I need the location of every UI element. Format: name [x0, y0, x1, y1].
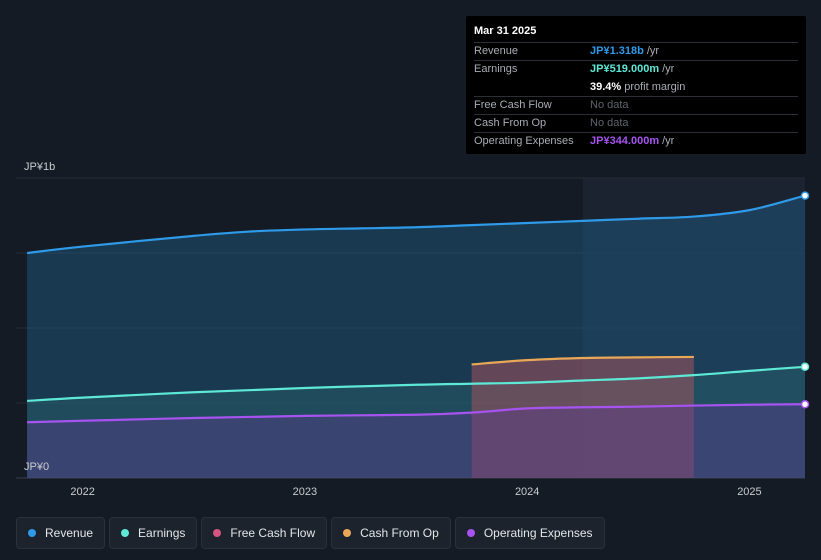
series-endpoints — [800, 191, 810, 409]
legend-dot-icon — [466, 529, 475, 537]
earnings-endpoint — [800, 362, 810, 372]
tooltip-row-label: Free Cash Flow — [474, 98, 552, 111]
x-tick-label: 2025 — [737, 486, 761, 498]
cash-from-op-line — [471, 355, 694, 366]
legend-label: Free Cash Flow — [230, 526, 316, 540]
legend-label: Operating Expenses — [483, 526, 593, 540]
x-tick-label: 2023 — [293, 486, 317, 498]
tooltip-row-value: 39.4% — [590, 80, 622, 93]
tooltip-row-label: Cash From Op — [474, 117, 547, 130]
earnings-line — [27, 365, 806, 402]
y-axis-bottom-label: JP¥0 — [24, 461, 49, 473]
x-axis-ticks: 2022 2023 2024 2025 — [70, 486, 761, 498]
tooltip-row-label: Earnings — [474, 63, 518, 76]
tooltip-panel: Mar 31 2025 Revenue JP¥1.318b/yr Earnings J… — [466, 16, 806, 154]
legend-dot-icon — [28, 529, 36, 537]
tooltip-row-label — [474, 79, 590, 96]
tooltip-row-value: No data — [590, 117, 629, 130]
tooltip-row-unit: /yr — [646, 45, 660, 57]
x-tick-label: 2022 — [70, 486, 94, 498]
legend-item-operating-expenses[interactable]: Operating Expenses — [454, 517, 605, 549]
tooltip-row-unit: /yr — [662, 135, 675, 148]
tooltip-row-value: JP¥1.318b — [590, 45, 644, 57]
tooltip-row: Operating Expenses JP¥344.000m/yr — [474, 132, 798, 150]
legend-label: Cash From Op — [360, 526, 439, 540]
legend: Revenue Earnings Free Cash Flow Cash From O… — [16, 517, 605, 549]
tooltip-row-value: JP¥519.000m — [590, 63, 660, 76]
tooltip-row-unit: /yr — [662, 63, 675, 76]
legend-dot-icon — [213, 529, 222, 537]
tooltip-row-label: Revenue — [474, 45, 519, 57]
legend-label: Revenue — [45, 526, 94, 540]
x-tick-label: 2024 — [515, 486, 539, 498]
tooltip-row: Cash From Op No data — [474, 114, 798, 132]
revenue-endpoint — [800, 191, 810, 200]
tooltip-row-label: Operating Expenses — [474, 135, 574, 148]
operating-expenses-area — [27, 404, 806, 478]
revenue-line — [26, 194, 806, 255]
operating-expenses-endpoint — [800, 400, 810, 409]
tooltip-row-value: No data — [590, 98, 629, 111]
operating-expenses-line — [27, 403, 806, 424]
tooltip-row: Earnings JP¥519.000m/yr — [474, 60, 798, 78]
legend-item-free-cash-flow[interactable]: Free Cash Flow — [201, 517, 328, 549]
legend-item-cash-from-op[interactable]: Cash From Op — [331, 517, 451, 549]
tooltip-row: 39.4% profit margin — [474, 79, 798, 96]
y-axis-top-label: JP¥1b — [24, 161, 55, 173]
tooltip-row: Free Cash Flow No data — [474, 95, 798, 114]
series-areas — [27, 195, 806, 479]
legend-item-earnings[interactable]: Earnings — [109, 517, 198, 549]
legend-label: Earnings — [138, 526, 186, 540]
legend-dot-icon — [121, 529, 130, 537]
legend-item-revenue[interactable]: Revenue — [16, 517, 106, 549]
legend-dot-icon — [343, 529, 352, 537]
series-lines — [26, 194, 806, 424]
cash-from-op-area — [471, 356, 694, 478]
tooltip-row-value: JP¥344.000m — [590, 135, 660, 148]
tooltip-row: Revenue JP¥1.318b/yr — [474, 42, 798, 60]
tooltip-date: Mar 31 2025 — [474, 25, 537, 37]
gridlines — [16, 177, 805, 479]
tooltip-row-unit: profit margin — [624, 80, 686, 93]
